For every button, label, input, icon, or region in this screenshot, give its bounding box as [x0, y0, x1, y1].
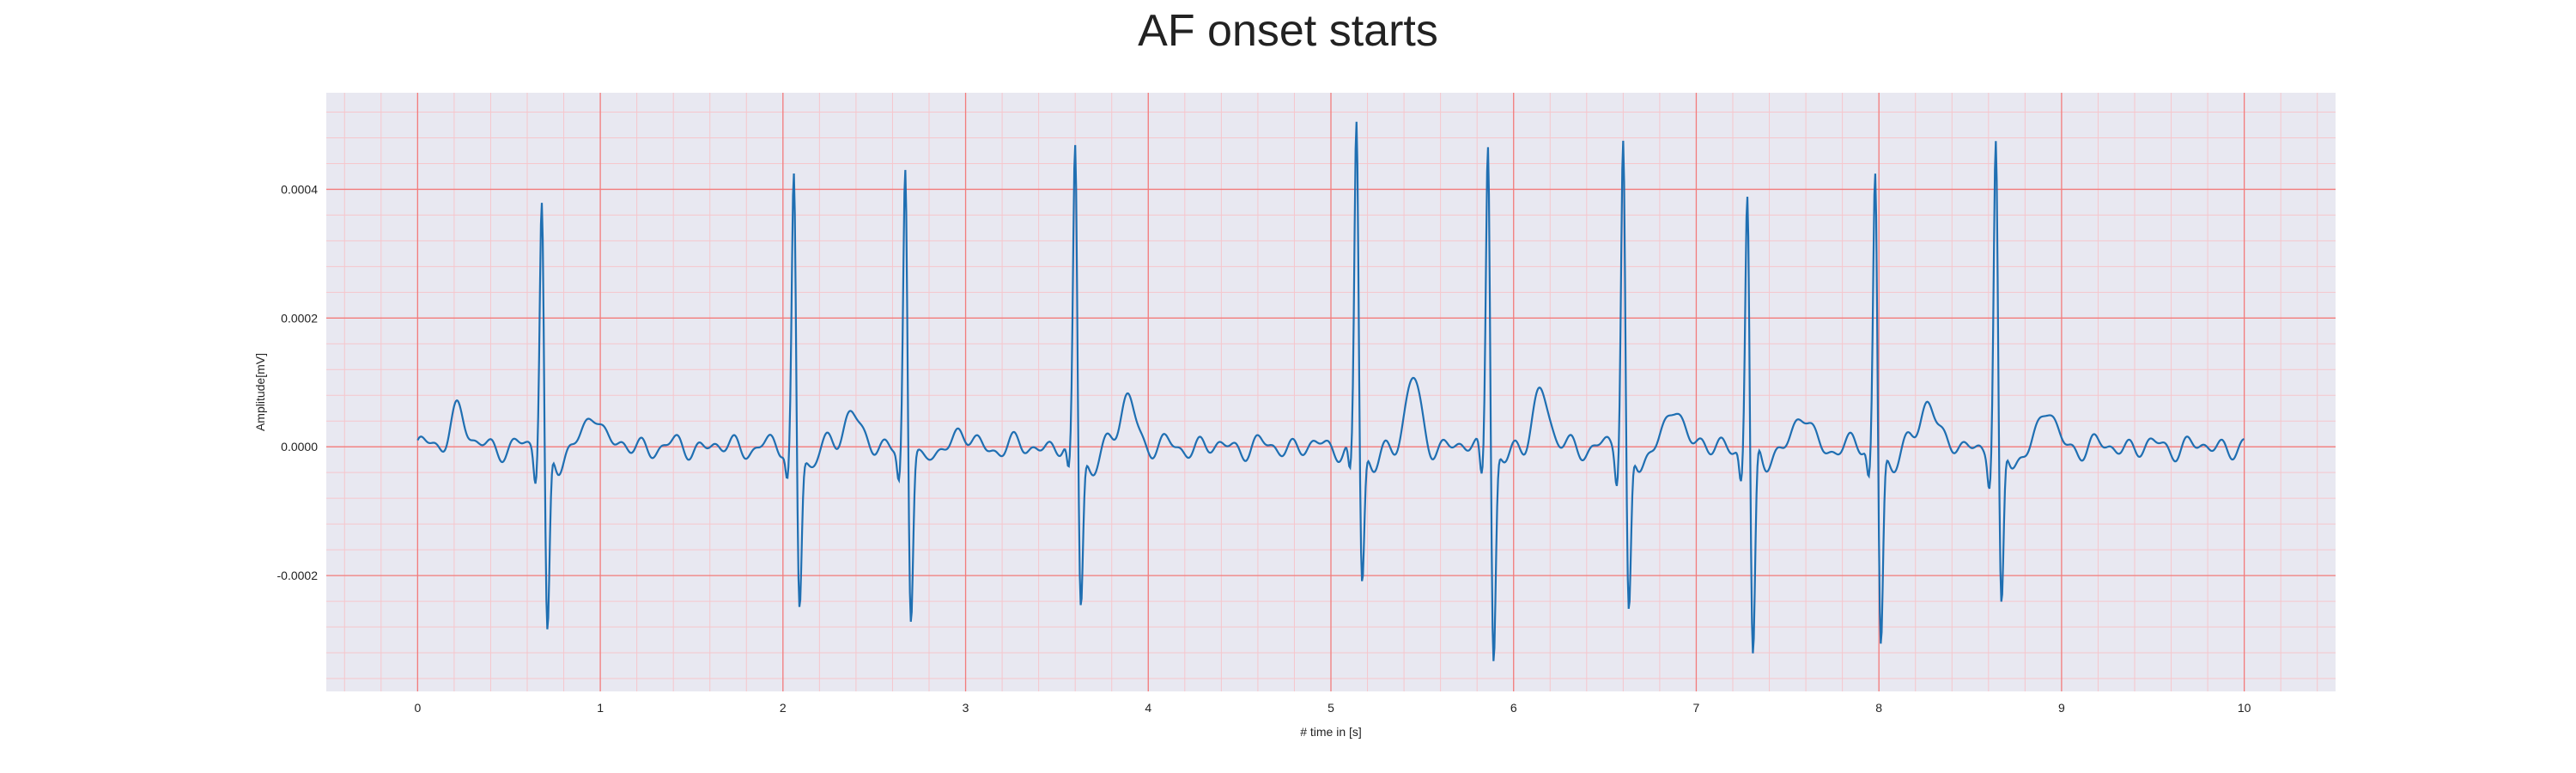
x-tick-label: 1 — [597, 701, 604, 715]
x-tick-label: 9 — [2058, 701, 2065, 715]
y-tick-label: 0.0004 — [281, 182, 318, 196]
x-tick-label: 4 — [1145, 701, 1151, 715]
y-tick-label: -0.0002 — [277, 569, 319, 582]
x-tick-label: 6 — [1510, 701, 1517, 715]
y-axis-label: Amplitude[mV] — [253, 353, 267, 431]
x-tick-label: 7 — [1693, 701, 1700, 715]
x-tick-label: 8 — [1875, 701, 1882, 715]
x-axis-ticks: 0 1 2 3 4 5 6 7 8 9 10 — [414, 701, 2251, 715]
x-tick-label: 10 — [2238, 701, 2251, 715]
x-axis-label: # time in [s] — [1300, 725, 1362, 739]
x-tick-label: 0 — [414, 701, 421, 715]
y-axis-ticks: -0.0002 0.0000 0.0002 0.0004 — [277, 182, 319, 582]
y-tick-label: 0.0002 — [281, 311, 318, 325]
y-tick-label: 0.0000 — [281, 440, 318, 453]
x-tick-label: 5 — [1327, 701, 1334, 715]
x-tick-label: 3 — [963, 701, 969, 715]
x-tick-label: 2 — [780, 701, 787, 715]
